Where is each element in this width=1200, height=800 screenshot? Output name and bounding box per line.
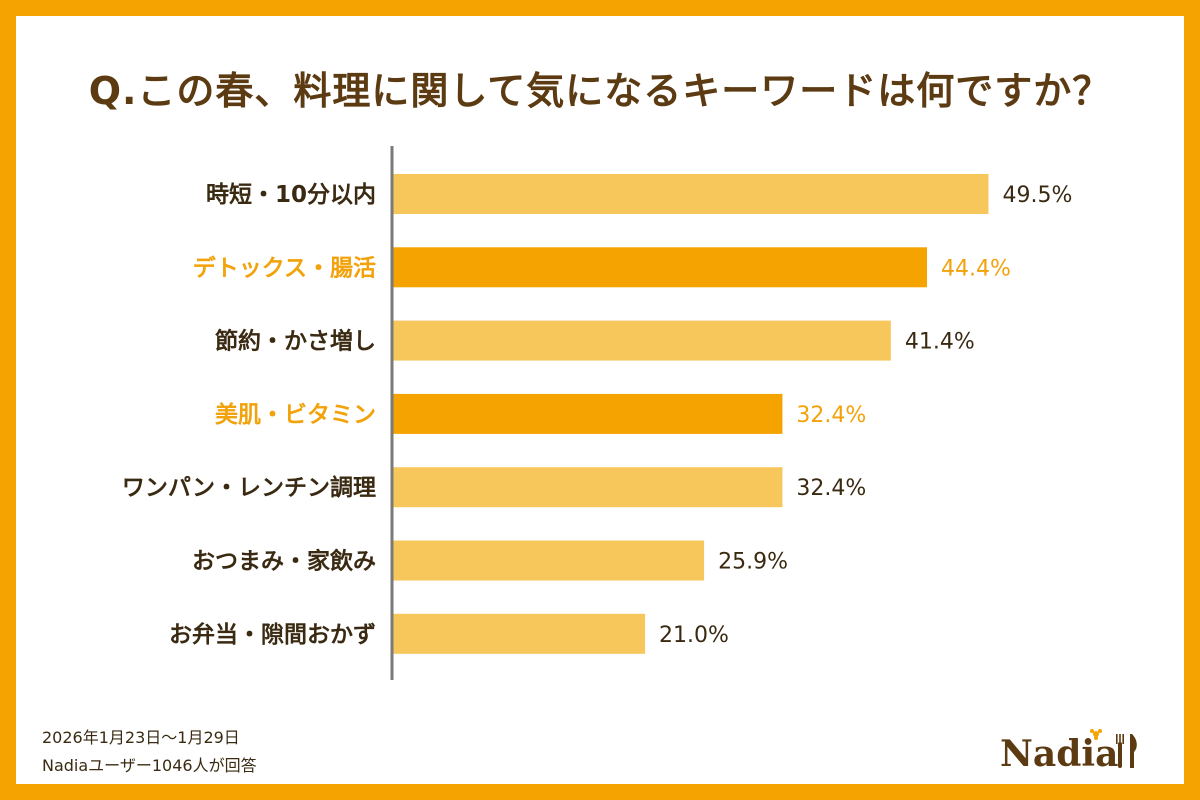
logo-text: Nadia [1000, 733, 1118, 774]
nadia-logo: Nadia [1000, 726, 1150, 774]
value-label-4: 32.4% [796, 403, 866, 428]
value-label-7: 21.0% [659, 623, 729, 648]
category-label-6: おつまみ・家飲み [192, 548, 376, 575]
value-label-2: 44.4% [941, 256, 1011, 281]
survey-date: 2026年1月23日〜1月29日 [42, 728, 240, 747]
bar-7 [392, 613, 646, 654]
bar-1 [392, 174, 989, 214]
bar-5 [392, 467, 783, 508]
category-label-5: ワンパン・レンチン調理 [122, 474, 376, 501]
category-label-4: 美肌・ビタミン [215, 401, 376, 428]
survey-source: Nadiaユーザー1046人が回答 [42, 756, 257, 775]
bar-2 [392, 247, 928, 288]
bar-3 [392, 320, 891, 361]
value-label-1: 49.5% [1002, 183, 1072, 208]
category-label-3: 節約・かさ増し [215, 328, 376, 355]
value-label-5: 32.4% [796, 476, 866, 501]
chart-title: Q.この春、料理に関して気になるキーワードは何ですか？ [88, 69, 1112, 113]
category-label-7: お弁当・隙間おかず [169, 621, 376, 648]
bar-6 [392, 540, 705, 581]
bar-4 [392, 393, 783, 434]
category-label-1: 時短・10分以内 [206, 181, 376, 208]
fork-knife-icon [1090, 729, 1137, 768]
value-label-3: 41.4% [905, 330, 975, 355]
category-label-2: デトックス・腸活 [193, 254, 376, 281]
value-label-6: 25.9% [718, 550, 788, 575]
